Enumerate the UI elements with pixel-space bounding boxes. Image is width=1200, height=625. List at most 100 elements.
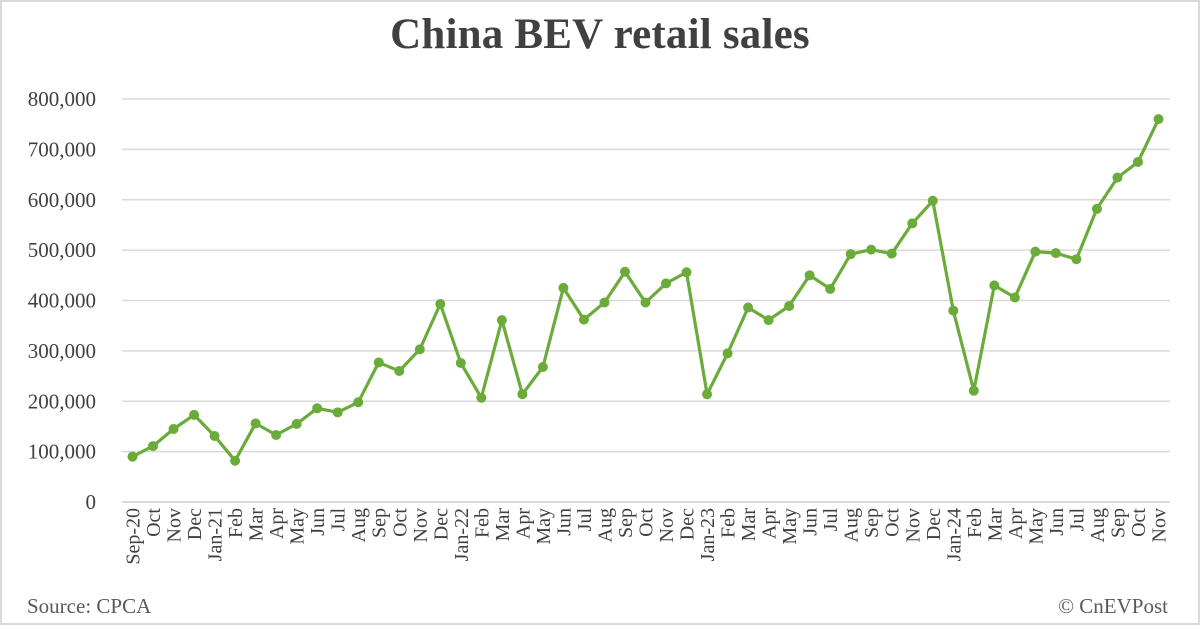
x-tick-label: Oct: [143, 508, 165, 537]
data-point: [517, 389, 528, 400]
data-point: [148, 441, 159, 452]
x-tick-label: Jun: [307, 508, 329, 536]
data-point: [927, 195, 938, 206]
x-tick-label: Jan-21: [205, 508, 227, 561]
data-point: [743, 302, 754, 313]
data-point: [845, 249, 856, 260]
data-point: [168, 423, 179, 434]
y-tick-label: 500,000: [28, 238, 96, 262]
x-tick-label: Dec: [430, 508, 452, 540]
x-tick-label: Apr: [266, 508, 288, 539]
x-tick-label: Aug: [1087, 508, 1109, 542]
x-tick-label: May: [1025, 508, 1047, 545]
data-point: [1153, 114, 1164, 125]
x-tick-label: Feb: [718, 508, 740, 538]
data-point: [414, 344, 425, 355]
data-point: [1030, 246, 1041, 257]
x-tick-label: Sep: [861, 508, 883, 538]
x-tick-label: Feb: [964, 508, 986, 538]
data-point: [435, 299, 446, 310]
x-tick-label: Feb: [471, 508, 493, 538]
x-tick-label: Oct: [882, 508, 904, 537]
x-tick-label: Mar: [492, 508, 514, 542]
y-tick-label: 0: [86, 490, 97, 514]
data-point: [619, 266, 630, 277]
x-tick-label: Nov: [902, 508, 924, 542]
y-axis-labels: 0 100,000 200,000 300,000 400,000 500,000 600,…: [28, 87, 96, 514]
data-point: [558, 282, 569, 293]
data-point: [332, 407, 343, 418]
data-point: [578, 314, 589, 325]
data-point: [209, 431, 220, 442]
data-point: [661, 278, 672, 289]
x-tick-label: Feb: [225, 508, 247, 538]
x-tick-label: Aug: [348, 508, 370, 542]
x-tick-label: Nov: [164, 508, 186, 542]
data-point: [825, 283, 836, 294]
y-tick-label: 100,000: [28, 440, 96, 464]
copyright-label: © CnEVPost: [1058, 594, 1168, 618]
data-point: [702, 389, 713, 400]
x-tick-label: Jan-22: [451, 508, 473, 561]
data-point: [866, 244, 877, 255]
data-point: [476, 392, 487, 403]
series-line: [131, 118, 1160, 463]
data-markers: [127, 114, 1164, 466]
x-tick-label: Jun: [553, 508, 575, 536]
x-tick-label: Sep-20: [123, 508, 145, 565]
data-point: [640, 297, 651, 308]
y-tick-label: 400,000: [28, 289, 96, 313]
data-point: [804, 270, 815, 281]
x-tick-label: Aug: [594, 508, 616, 542]
y-tick-label: 300,000: [28, 339, 96, 363]
x-tick-label: Nov: [656, 508, 678, 542]
data-point: [968, 385, 979, 396]
y-tick-label: 200,000: [28, 389, 96, 413]
chart-title: China BEV retail sales: [390, 11, 810, 58]
data-point: [127, 451, 138, 462]
x-tick-label: Dec: [677, 508, 699, 540]
data-point: [681, 267, 692, 278]
data-point: [722, 348, 733, 359]
x-tick-label: Oct: [389, 508, 411, 537]
x-tick-label: Mar: [738, 508, 760, 542]
x-tick-label: Apr: [759, 508, 781, 539]
x-tick-label: Jun: [1046, 508, 1068, 536]
x-tick-label: Apr: [1005, 508, 1027, 539]
data-point: [907, 218, 918, 229]
y-tick-label: 600,000: [28, 188, 96, 212]
data-point: [537, 361, 548, 372]
x-tick-label: Jul: [328, 508, 350, 532]
data-point: [189, 409, 200, 420]
data-point: [291, 418, 302, 429]
data-point: [230, 455, 241, 466]
data-point: [1091, 203, 1102, 214]
x-tick-label: Sep: [615, 508, 637, 538]
x-tick-label: May: [533, 508, 555, 545]
x-tick-label: Oct: [1128, 508, 1150, 537]
x-tick-label: Jul: [574, 508, 596, 532]
data-point: [496, 315, 507, 326]
data-point: [763, 315, 774, 326]
y-tick-label: 700,000: [28, 137, 96, 161]
data-point: [599, 297, 610, 308]
x-tick-label: Jul: [820, 508, 842, 532]
data-point: [948, 305, 959, 316]
y-tick-label: 800,000: [28, 87, 96, 111]
x-tick-label: Nov: [1149, 508, 1171, 542]
data-point: [250, 418, 261, 429]
x-tick-label: Mar: [246, 508, 268, 542]
x-tick-label: Aug: [841, 508, 863, 542]
data-point: [1132, 156, 1143, 167]
data-point: [1071, 254, 1082, 265]
x-tick-label: Jan-23: [697, 508, 719, 561]
source-label: Source: CPCA: [27, 594, 152, 618]
data-point: [455, 357, 466, 368]
x-tick-label: Mar: [984, 508, 1006, 542]
data-point: [353, 397, 364, 408]
data-point: [886, 248, 897, 259]
x-tick-label: Dec: [184, 508, 206, 540]
data-point: [1009, 292, 1020, 303]
